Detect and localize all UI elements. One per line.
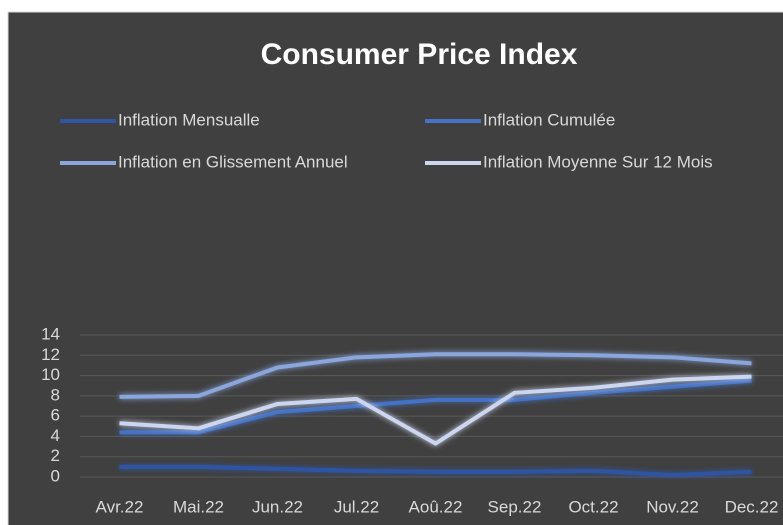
x-tick-label: Jun.22 (252, 497, 303, 516)
x-tick-label: Dec.22 (725, 497, 779, 516)
y-tick-label: 8 (51, 385, 60, 404)
legend-label: Inflation Cumulée (483, 110, 615, 129)
series-line (119, 378, 752, 435)
x-tick-label: Avr.22 (96, 497, 144, 516)
legend-label: Inflation en Glissement Annuel (118, 152, 348, 171)
series-line (119, 464, 752, 477)
y-tick-label: 12 (41, 345, 60, 364)
y-tick-label: 2 (51, 446, 60, 465)
y-tick-label: 4 (51, 426, 60, 445)
x-tick-label: Sep.22 (488, 497, 542, 516)
x-tick-label: Aoû.22 (409, 497, 463, 516)
series-line (119, 352, 752, 399)
y-tick-label: 0 (51, 466, 60, 485)
x-tick-label: Mai.22 (173, 497, 224, 516)
legend-label: Inflation Moyenne Sur 12 Mois (483, 152, 713, 171)
x-tick-label: Jul.22 (334, 497, 379, 516)
chart-title: Consumer Price Index (261, 38, 578, 71)
y-tick-label: 14 (41, 324, 60, 343)
x-tick-label: Nov.22 (646, 497, 699, 516)
series-line (119, 374, 752, 446)
x-tick-label: Oct.22 (568, 497, 618, 516)
y-tick-label: 6 (51, 406, 60, 425)
legend-label: Inflation Mensualle (118, 110, 260, 129)
y-tick-label: 10 (41, 365, 60, 384)
chart-background (7, 11, 783, 525)
